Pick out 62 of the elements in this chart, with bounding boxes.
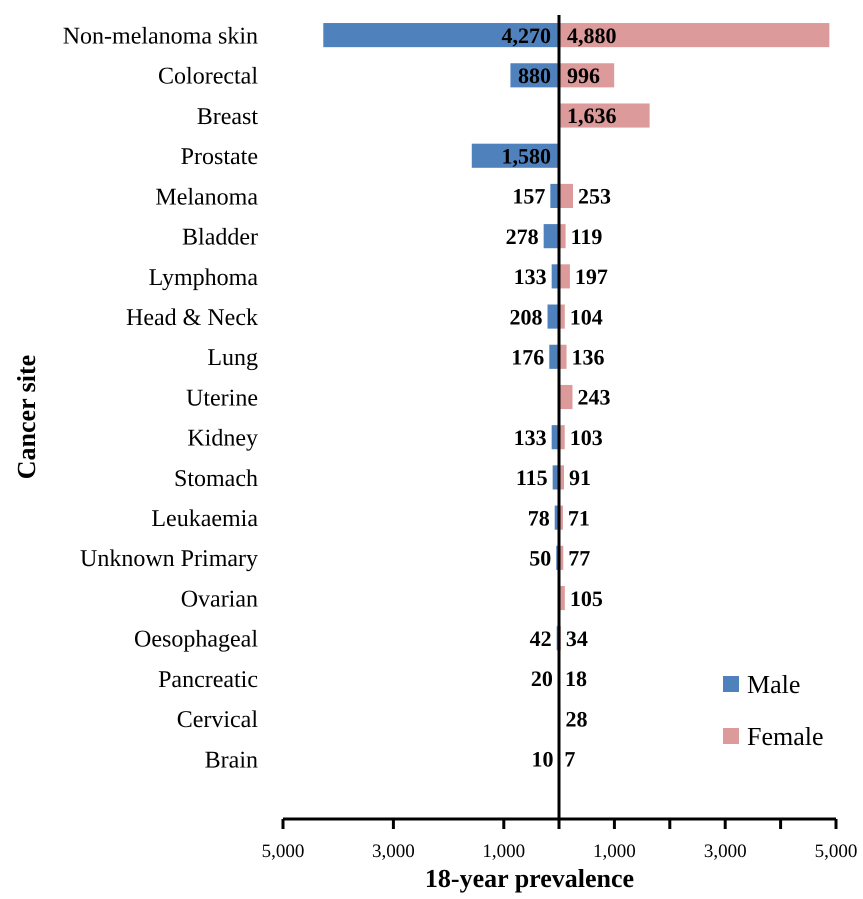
y-tick-label: Colorectal xyxy=(158,64,258,90)
x-axis-title: 18-year prevalence xyxy=(424,864,634,893)
y-tick-label: Oesophageal xyxy=(134,626,258,653)
data-label: 104 xyxy=(570,304,603,330)
data-label: 10 xyxy=(531,746,554,772)
data-label: 278 xyxy=(506,224,539,249)
y-axis-title: Cancer site xyxy=(12,354,41,480)
y-tick-label: Lung xyxy=(207,345,258,372)
data-label: 18 xyxy=(564,666,587,692)
x-tick-label: 1,000 xyxy=(482,841,526,862)
x-tick-label: 3,000 xyxy=(704,841,747,862)
data-label: 105 xyxy=(570,586,603,611)
x-tick-label: 5,000 xyxy=(262,841,304,862)
data-label: 34 xyxy=(566,626,588,651)
data-label: 4,880 xyxy=(567,22,616,48)
data-label: 115 xyxy=(516,465,548,490)
data-label: 78 xyxy=(528,505,550,530)
y-tick-label: Uterine xyxy=(186,385,258,412)
x-tick-label: 1,000 xyxy=(593,841,636,862)
y-tick-label: Brain xyxy=(204,747,258,774)
data-label: 42 xyxy=(530,626,552,651)
x-tick-label: 5,000 xyxy=(814,841,858,862)
y-tick-label: Unknown Primary xyxy=(80,546,258,572)
data-label: 880 xyxy=(518,63,551,88)
legend-label: Female xyxy=(747,722,824,752)
y-tick-label: Melanoma xyxy=(155,184,258,210)
data-label: 243 xyxy=(577,384,610,410)
y-tick-label: Head & Neck xyxy=(126,304,258,331)
data-label: 103 xyxy=(570,424,603,450)
data-label: 133 xyxy=(514,264,547,290)
data-label: 4,270 xyxy=(502,22,551,48)
data-label: 208 xyxy=(510,304,543,330)
data-label: 176 xyxy=(511,344,544,370)
y-tick-label: Non-melanoma skin xyxy=(62,24,258,50)
data-label: 1,580 xyxy=(502,143,551,168)
data-label: 996 xyxy=(567,63,600,88)
data-label: 1,636 xyxy=(567,103,616,128)
data-label: 7 xyxy=(564,746,576,772)
y-tick-label: Ovarian xyxy=(180,586,258,612)
data-label: 50 xyxy=(529,546,552,571)
y-tick-label: Breast xyxy=(196,104,258,130)
data-label: 28 xyxy=(566,706,588,732)
data-label: 157 xyxy=(512,184,546,209)
data-label: 71 xyxy=(568,505,590,530)
y-tick-label: Bladder xyxy=(182,224,258,251)
y-tick-label: Prostate xyxy=(180,144,258,170)
data-label: 20 xyxy=(530,666,553,692)
data-label: 119 xyxy=(570,224,602,249)
data-label: 197 xyxy=(574,264,608,290)
y-tick-label: Leukaemia xyxy=(151,506,258,532)
y-tick-label: Stomach xyxy=(174,466,258,492)
data-label: 253 xyxy=(578,184,612,209)
y-tick-label: Lymphoma xyxy=(148,264,258,291)
x-tick-label: 3,000 xyxy=(372,841,415,862)
data-label: 136 xyxy=(572,344,605,370)
data-label: 133 xyxy=(514,424,547,450)
data-label: 91 xyxy=(569,465,592,490)
y-tick-label: Kidney xyxy=(187,426,258,452)
legend-label: Male xyxy=(747,670,800,700)
data-label: 77 xyxy=(568,546,590,571)
y-tick-label: Cervical xyxy=(176,707,258,734)
y-tick-label: Pancreatic xyxy=(158,666,258,693)
